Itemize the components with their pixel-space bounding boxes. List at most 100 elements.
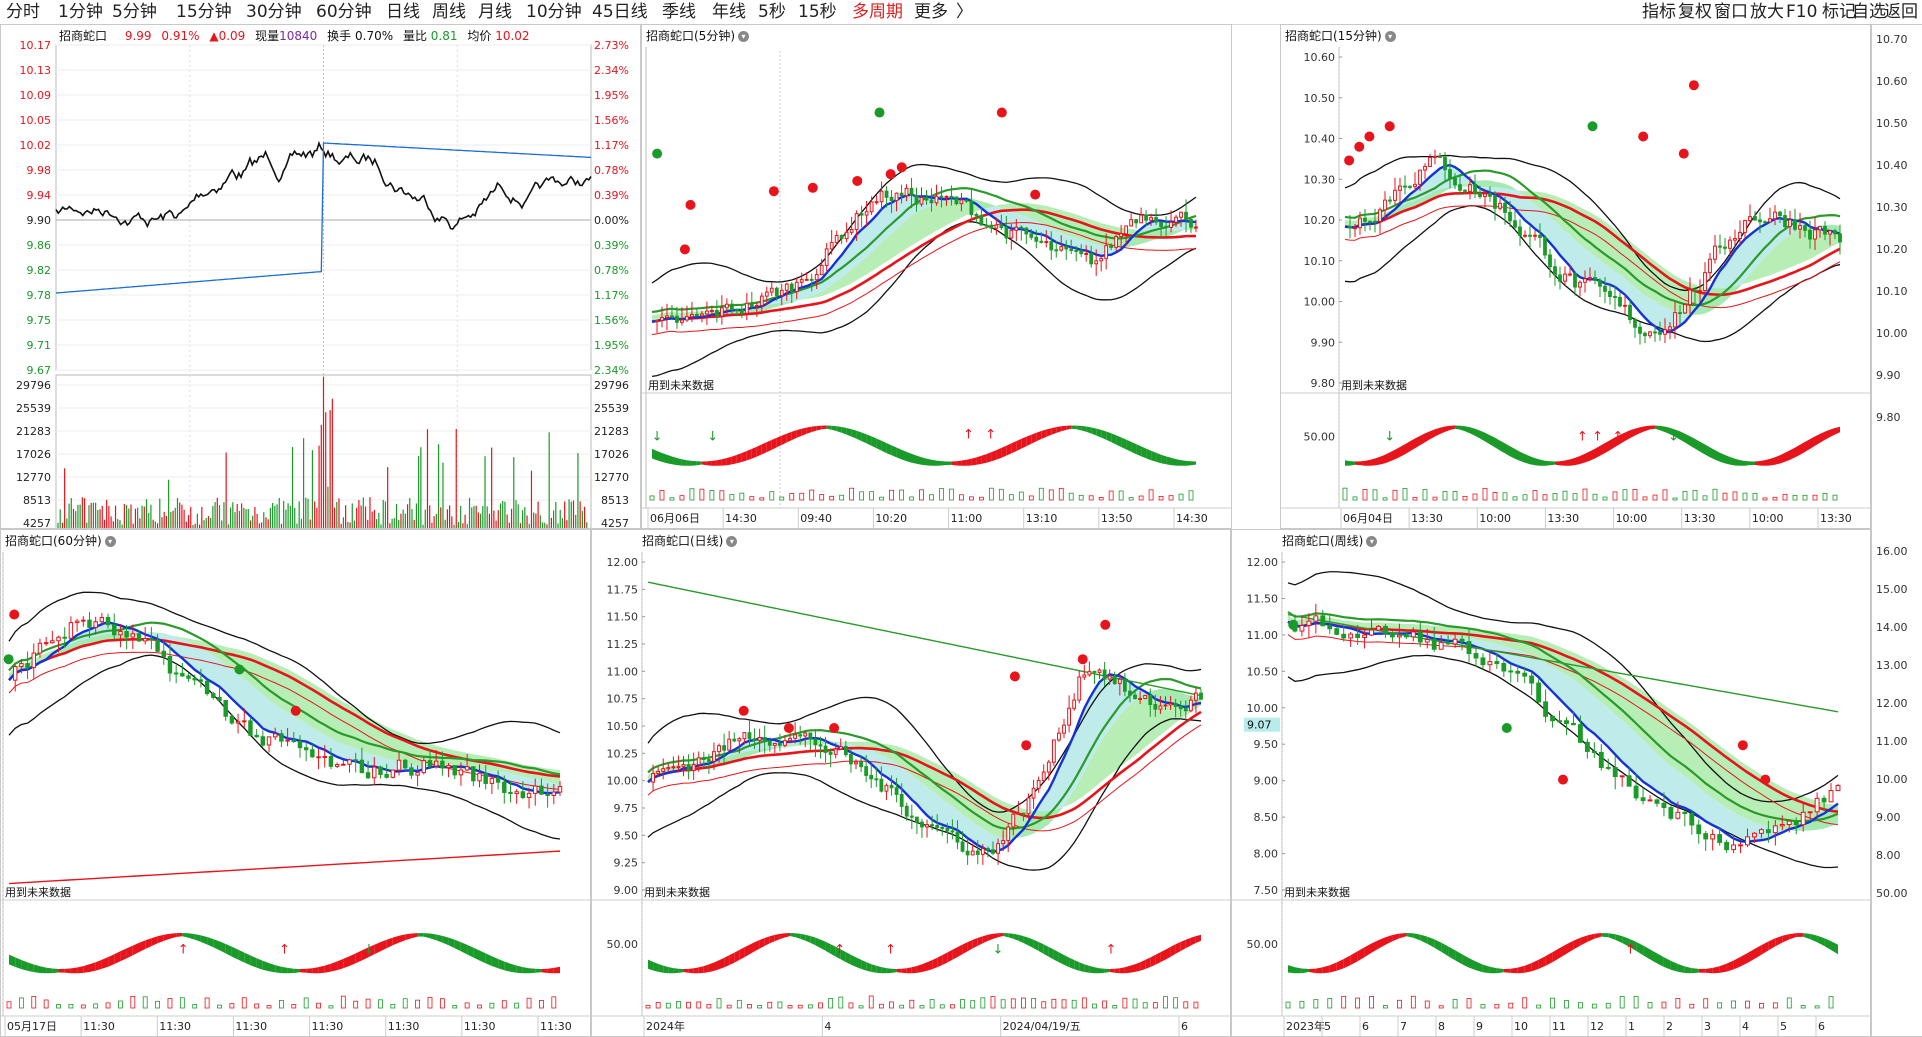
panel-title-60min[interactable]: 招商蛇口(60分钟) ▾ <box>5 532 116 549</box>
candle-body <box>198 679 204 682</box>
osc-ribbon-seg <box>1084 964 1090 973</box>
panel-week[interactable]: 12.00 11.50 11.00 10.50 10.00 9.50 9.00 8.50 8.0… <box>1231 529 1871 1037</box>
candle-body <box>1143 694 1148 699</box>
right-menu-4[interactable]: F10 <box>1786 2 1818 22</box>
osc-hist-bar <box>1522 997 1528 1009</box>
kline-chart-15min[interactable]: 10.6010.5010.4010.3010.2010.1010.009.909… <box>1281 25 1871 529</box>
dropdown-icon[interactable]: ▾ <box>1384 31 1396 42</box>
kline-chart-day[interactable]: 12.0011.7511.5011.2511.0010.7510.5010.25… <box>592 530 1231 1037</box>
osc-ribbon-seg <box>1660 425 1665 433</box>
menu-item-9[interactable]: 10分钟 <box>526 2 582 22</box>
osc-ribbon-seg <box>769 934 775 944</box>
candle-body <box>975 850 980 855</box>
signal-badge-icon <box>1030 189 1041 200</box>
menu-item-5[interactable]: 60分钟 <box>316 2 372 22</box>
candle-body <box>899 793 904 807</box>
panel-title-5min[interactable]: 招商蛇口(5分钟) ▾ <box>646 27 749 44</box>
menu-item-12[interactable]: 年线 <box>712 2 746 22</box>
candle-body <box>757 737 762 742</box>
dropdown-icon[interactable]: ▾ <box>104 536 116 547</box>
osc-ribbon-seg <box>1566 940 1574 954</box>
menu-item-10[interactable]: 45日线 <box>592 2 648 22</box>
candle-body <box>384 773 389 778</box>
panel-5min[interactable]: 用到未来数据 06月06日 14:30 09:40 10:20 11:00 13:10 13:… <box>641 24 1232 529</box>
right-menu-0[interactable]: 指标 <box>1642 2 1676 22</box>
candle-body <box>1072 699 1077 709</box>
candle-body <box>794 281 799 292</box>
menu-item-3[interactable]: 15分钟 <box>176 2 232 22</box>
right-menu-3[interactable]: 放大 <box>1750 2 1784 22</box>
menu-item-15[interactable]: 多周期 <box>852 2 903 22</box>
intraday-panel[interactable]: 招商蛇口 9.99 0.91% ▲0.09 现量10840 换手 0.70% 量… <box>0 24 641 529</box>
menu-item-11[interactable]: 季线 <box>662 2 696 22</box>
menu-item-6[interactable]: 日线 <box>386 2 420 22</box>
kline-chart-week[interactable]: 12.0011.5011.0010.5010.009.509.008.508.0… <box>1232 530 1871 1037</box>
vol-tick: 17026 <box>16 448 51 461</box>
more-arrow-icon[interactable]: 〉 <box>956 2 973 22</box>
price-tick: 9.67 <box>27 364 52 377</box>
candle-body <box>1823 226 1827 235</box>
dropdown-icon[interactable]: ▾ <box>726 536 738 547</box>
osc-ribbon-seg <box>668 967 674 974</box>
panel-15min[interactable]: 10.60 10.50 10.40 10.30 10.20 10.10 10.00 9.90 9… <box>1280 24 1871 529</box>
arrow-up-icon: ↑ <box>1612 430 1623 445</box>
candle-body <box>920 821 924 828</box>
panel-title-15min[interactable]: 招商蛇口(15分钟) ▾ <box>1285 27 1396 44</box>
osc-ribbon-seg <box>972 937 978 949</box>
osc-ribbon-seg <box>821 425 827 430</box>
menu-item-1[interactable]: 1分钟 <box>58 2 103 22</box>
y-tick: 10.25 <box>607 747 639 760</box>
menu-item-8[interactable]: 月线 <box>478 2 512 22</box>
osc-ribbon-seg <box>1685 433 1690 446</box>
menu-item-16[interactable]: 更多 <box>914 2 948 22</box>
right-menu-1[interactable]: 复权 <box>1678 2 1712 22</box>
osc-ribbon-seg <box>1056 426 1062 433</box>
bollinger-line <box>651 163 1197 284</box>
candle-body <box>700 313 704 317</box>
arrow-up-icon: ↑ <box>985 427 996 442</box>
candle-body <box>864 766 869 776</box>
osc-ribbon-seg <box>430 933 437 941</box>
right-menu-2[interactable]: 窗口 <box>1714 2 1748 22</box>
menu-item-0[interactable]: 分时 <box>6 2 40 22</box>
menu-item-14[interactable]: 15秒 <box>798 2 837 22</box>
osc-ribbon-seg <box>1064 955 1070 968</box>
right-menu-7[interactable]: 返回 <box>1884 2 1918 22</box>
menu-item-7[interactable]: 周线 <box>432 2 466 22</box>
panel-60min[interactable]: 用到未来数据 05月17日 11:30 11:30 11:30 11:30 11:30 11:… <box>0 529 591 1037</box>
osc-ribbon-seg <box>1645 425 1650 432</box>
osc-ribbon-seg <box>791 430 797 441</box>
dropdown-icon[interactable]: ▾ <box>1366 536 1378 547</box>
osc-hist-bar <box>949 488 954 501</box>
long-ma <box>1287 613 1839 713</box>
panel-title-day[interactable]: 招商蛇口(日线) ▾ <box>642 532 738 549</box>
candle-body <box>1463 189 1467 192</box>
pct-tick: 2.34% <box>594 64 629 77</box>
candle-body <box>1828 230 1832 235</box>
candle-body <box>1453 177 1457 186</box>
osc-ribbon-seg <box>678 968 684 973</box>
candle-body <box>1189 219 1193 228</box>
menu-item-4[interactable]: 30分钟 <box>246 2 302 22</box>
candle-body <box>1299 625 1305 632</box>
osc-ribbon-seg <box>800 933 806 941</box>
intraday-chart[interactable]: 10.17 2.73%10.13 2.34%10.09 1.95%10.05 1.56%… <box>1 25 641 529</box>
right-menu-5[interactable]: 标记 <box>1822 2 1856 22</box>
osc-ribbon-seg <box>1622 936 1630 947</box>
menu-item-2[interactable]: 5分钟 <box>112 2 157 22</box>
osc-hist-bar <box>1038 487 1044 501</box>
candle-body <box>248 720 253 736</box>
dropdown-icon[interactable]: ▾ <box>738 31 749 42</box>
osc-ribbon-seg <box>1385 452 1390 464</box>
osc-ribbon-seg <box>1803 933 1811 940</box>
panel-day[interactable]: 12.00 11.75 11.50 11.25 11.00 10.75 10.50 10.25… <box>591 529 1231 1037</box>
pct-tick: 2.73% <box>594 39 629 52</box>
osc-ribbon-seg <box>1434 939 1442 952</box>
panel-title-week[interactable]: 招商蛇口(周线) ▾ <box>1282 532 1378 549</box>
osc-ribbon-seg <box>1343 955 1351 969</box>
right-menu-6[interactable]: 自选 <box>1852 2 1886 22</box>
osc-ribbon-seg <box>1747 949 1755 963</box>
menu-item-13[interactable]: 5秒 <box>758 2 786 22</box>
